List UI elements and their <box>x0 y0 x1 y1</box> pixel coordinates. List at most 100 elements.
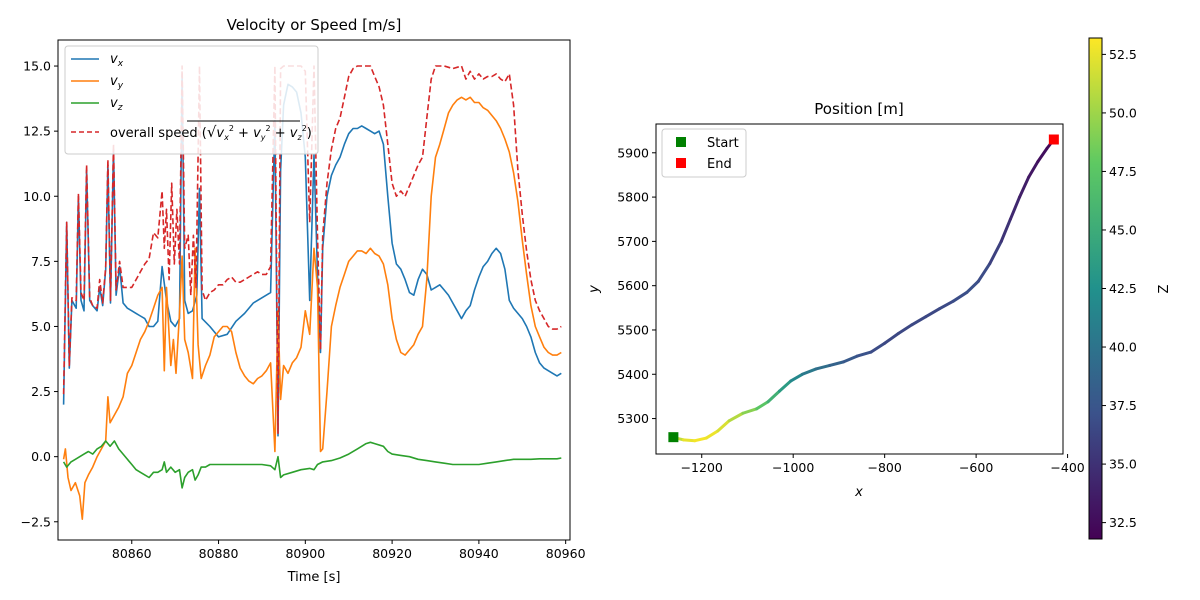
trajectory-segment <box>828 360 845 367</box>
end-marker <box>1048 134 1059 145</box>
colorbar-tick-label: 42.5 <box>1109 281 1137 296</box>
colorbar-tick-label: 50.0 <box>1109 105 1137 120</box>
velocity-legend: vx vy vz overall speed (√vx2 + vy2 + vz2… <box>64 45 319 155</box>
colorbar-tick-label: 40.0 <box>1109 340 1137 355</box>
z-colorbar: 32.5 35.0 37.5 40.0 42.5 45.0 47.5 50.0 52.5 Z <box>1088 37 1172 540</box>
trajectory-segment <box>965 279 980 294</box>
legend-end-marker <box>676 158 686 168</box>
y-tick-label: 12.5 <box>23 124 51 139</box>
trajectory-segment <box>999 217 1012 243</box>
position-trajectory <box>670 138 1056 443</box>
position-markers <box>668 134 1059 443</box>
position-legend: Start End <box>661 128 747 178</box>
y-tick-label: 5600 <box>617 278 649 293</box>
position-y-ticks: 5300 5400 5500 5600 5700 5800 5900 <box>617 145 656 426</box>
trajectory-segment <box>777 379 793 393</box>
legend-start-marker <box>676 137 686 147</box>
y-tick-label: 5900 <box>617 145 649 160</box>
start-marker <box>668 432 679 443</box>
x-tick-label: −800 <box>867 460 901 475</box>
trajectory-segment <box>841 354 859 364</box>
position-x-ticks: −1200 −1000 −800 −600 −400 <box>681 454 1085 475</box>
legend-label-vy: vy <box>110 74 124 91</box>
legend-label-vz: vz <box>110 96 123 113</box>
colorbar-tick-label: 47.5 <box>1109 164 1137 179</box>
x-tick-label: 80860 <box>112 546 152 561</box>
series-line-vz <box>62 440 562 489</box>
trajectory-segment <box>741 407 759 415</box>
series-line-vy <box>62 96 562 520</box>
trajectory-segment <box>704 429 720 440</box>
trajectory-segment <box>988 239 1003 266</box>
trajectory-segment <box>1008 195 1022 221</box>
y-tick-label: 5500 <box>617 322 649 337</box>
y-tick-label: 0.0 <box>31 449 51 464</box>
velocity-legend-box <box>64 45 319 155</box>
y-tick-label: 7.5 <box>31 254 51 269</box>
trajectory-segment <box>800 367 818 376</box>
colorbar-gradient <box>1088 37 1103 540</box>
position-plot-frame <box>655 123 1064 455</box>
y-tick-label: −2.5 <box>21 514 51 529</box>
trajectory-segment <box>1027 160 1040 179</box>
trajectory-segment <box>951 290 969 303</box>
y-tick-label: 2.5 <box>31 384 51 399</box>
x-tick-label: 80940 <box>459 546 499 561</box>
position-chart-title: Position [m] <box>814 100 904 118</box>
trajectory-segment <box>1036 146 1049 164</box>
position-x-axis-label: x <box>854 485 863 500</box>
colorbar-tick-label: 32.5 <box>1109 515 1137 530</box>
y-tick-label: 5700 <box>617 234 649 249</box>
y-tick-label: 5800 <box>617 190 649 205</box>
x-tick-label: −600 <box>959 460 993 475</box>
colorbar-label: Z <box>1157 284 1172 293</box>
trajectory-segment <box>883 332 900 345</box>
x-tick-label: −1200 <box>681 460 723 475</box>
trajectory-segment <box>766 389 781 404</box>
x-tick-label: −400 <box>1050 460 1084 475</box>
velocity-chart-title: Velocity or Speed [m/s] <box>227 16 402 34</box>
position-y-axis-label: y <box>587 285 602 294</box>
trajectory-segment <box>938 299 955 311</box>
y-tick-label: 10.0 <box>23 189 51 204</box>
y-tick-label: 15.0 <box>23 59 51 74</box>
trajectory-segment <box>869 341 887 354</box>
trajectory-segment <box>727 411 745 423</box>
legend-label-vx: vx <box>110 52 124 69</box>
x-tick-label: 80920 <box>372 546 412 561</box>
legend-label-start: Start <box>707 136 739 151</box>
trajectory-segment <box>896 323 914 336</box>
x-tick-label: 80900 <box>285 546 325 561</box>
y-tick-label: 5400 <box>617 367 649 382</box>
velocity-chart: Velocity or Speed [m/s] 80860 80880 80900 8… <box>21 16 586 585</box>
trajectory-segment <box>693 436 708 443</box>
series-line-vx <box>62 73 562 437</box>
trajectory-segment <box>681 438 697 443</box>
colorbar-tick-label: 37.5 <box>1109 398 1137 413</box>
trajectory-segment <box>716 419 731 433</box>
position-chart: Position [m] −1200 −1000 −800 −600 −400 5300… <box>587 37 1172 540</box>
legend-label-end: End <box>707 157 732 172</box>
velocity-plot-frame <box>57 39 571 541</box>
velocity-x-ticks: 80860 80880 80900 80920 80940 80960 <box>112 540 586 561</box>
colorbar-tick-label: 35.0 <box>1109 457 1137 472</box>
trajectory-segment <box>789 372 804 383</box>
colorbar-tick-label: 52.5 <box>1109 47 1137 62</box>
x-tick-label: 80960 <box>546 546 586 561</box>
velocity-y-ticks: −2.5 0.0 2.5 5.0 7.5 10.0 12.5 15.0 <box>21 59 58 529</box>
y-tick-label: 5.0 <box>31 319 51 334</box>
trajectory-segment <box>924 307 942 319</box>
x-tick-label: −1000 <box>772 460 814 475</box>
trajectory-segment <box>1018 175 1031 199</box>
trajectory-segment <box>814 363 832 371</box>
trajectory-segment <box>976 262 992 283</box>
trajectory-segment <box>910 315 928 327</box>
legend-label-speed: overall speed (√vx2 + vy2 + vz2) <box>110 123 312 142</box>
trajectory-segment <box>855 350 873 358</box>
y-tick-label: 5300 <box>617 411 649 426</box>
x-tick-label: 80880 <box>199 546 239 561</box>
trajectory-segment <box>755 400 770 411</box>
colorbar-ticks: 32.5 35.0 37.5 40.0 42.5 45.0 47.5 50.0 52.5 <box>1102 47 1137 530</box>
colorbar-tick-label: 45.0 <box>1109 222 1137 237</box>
